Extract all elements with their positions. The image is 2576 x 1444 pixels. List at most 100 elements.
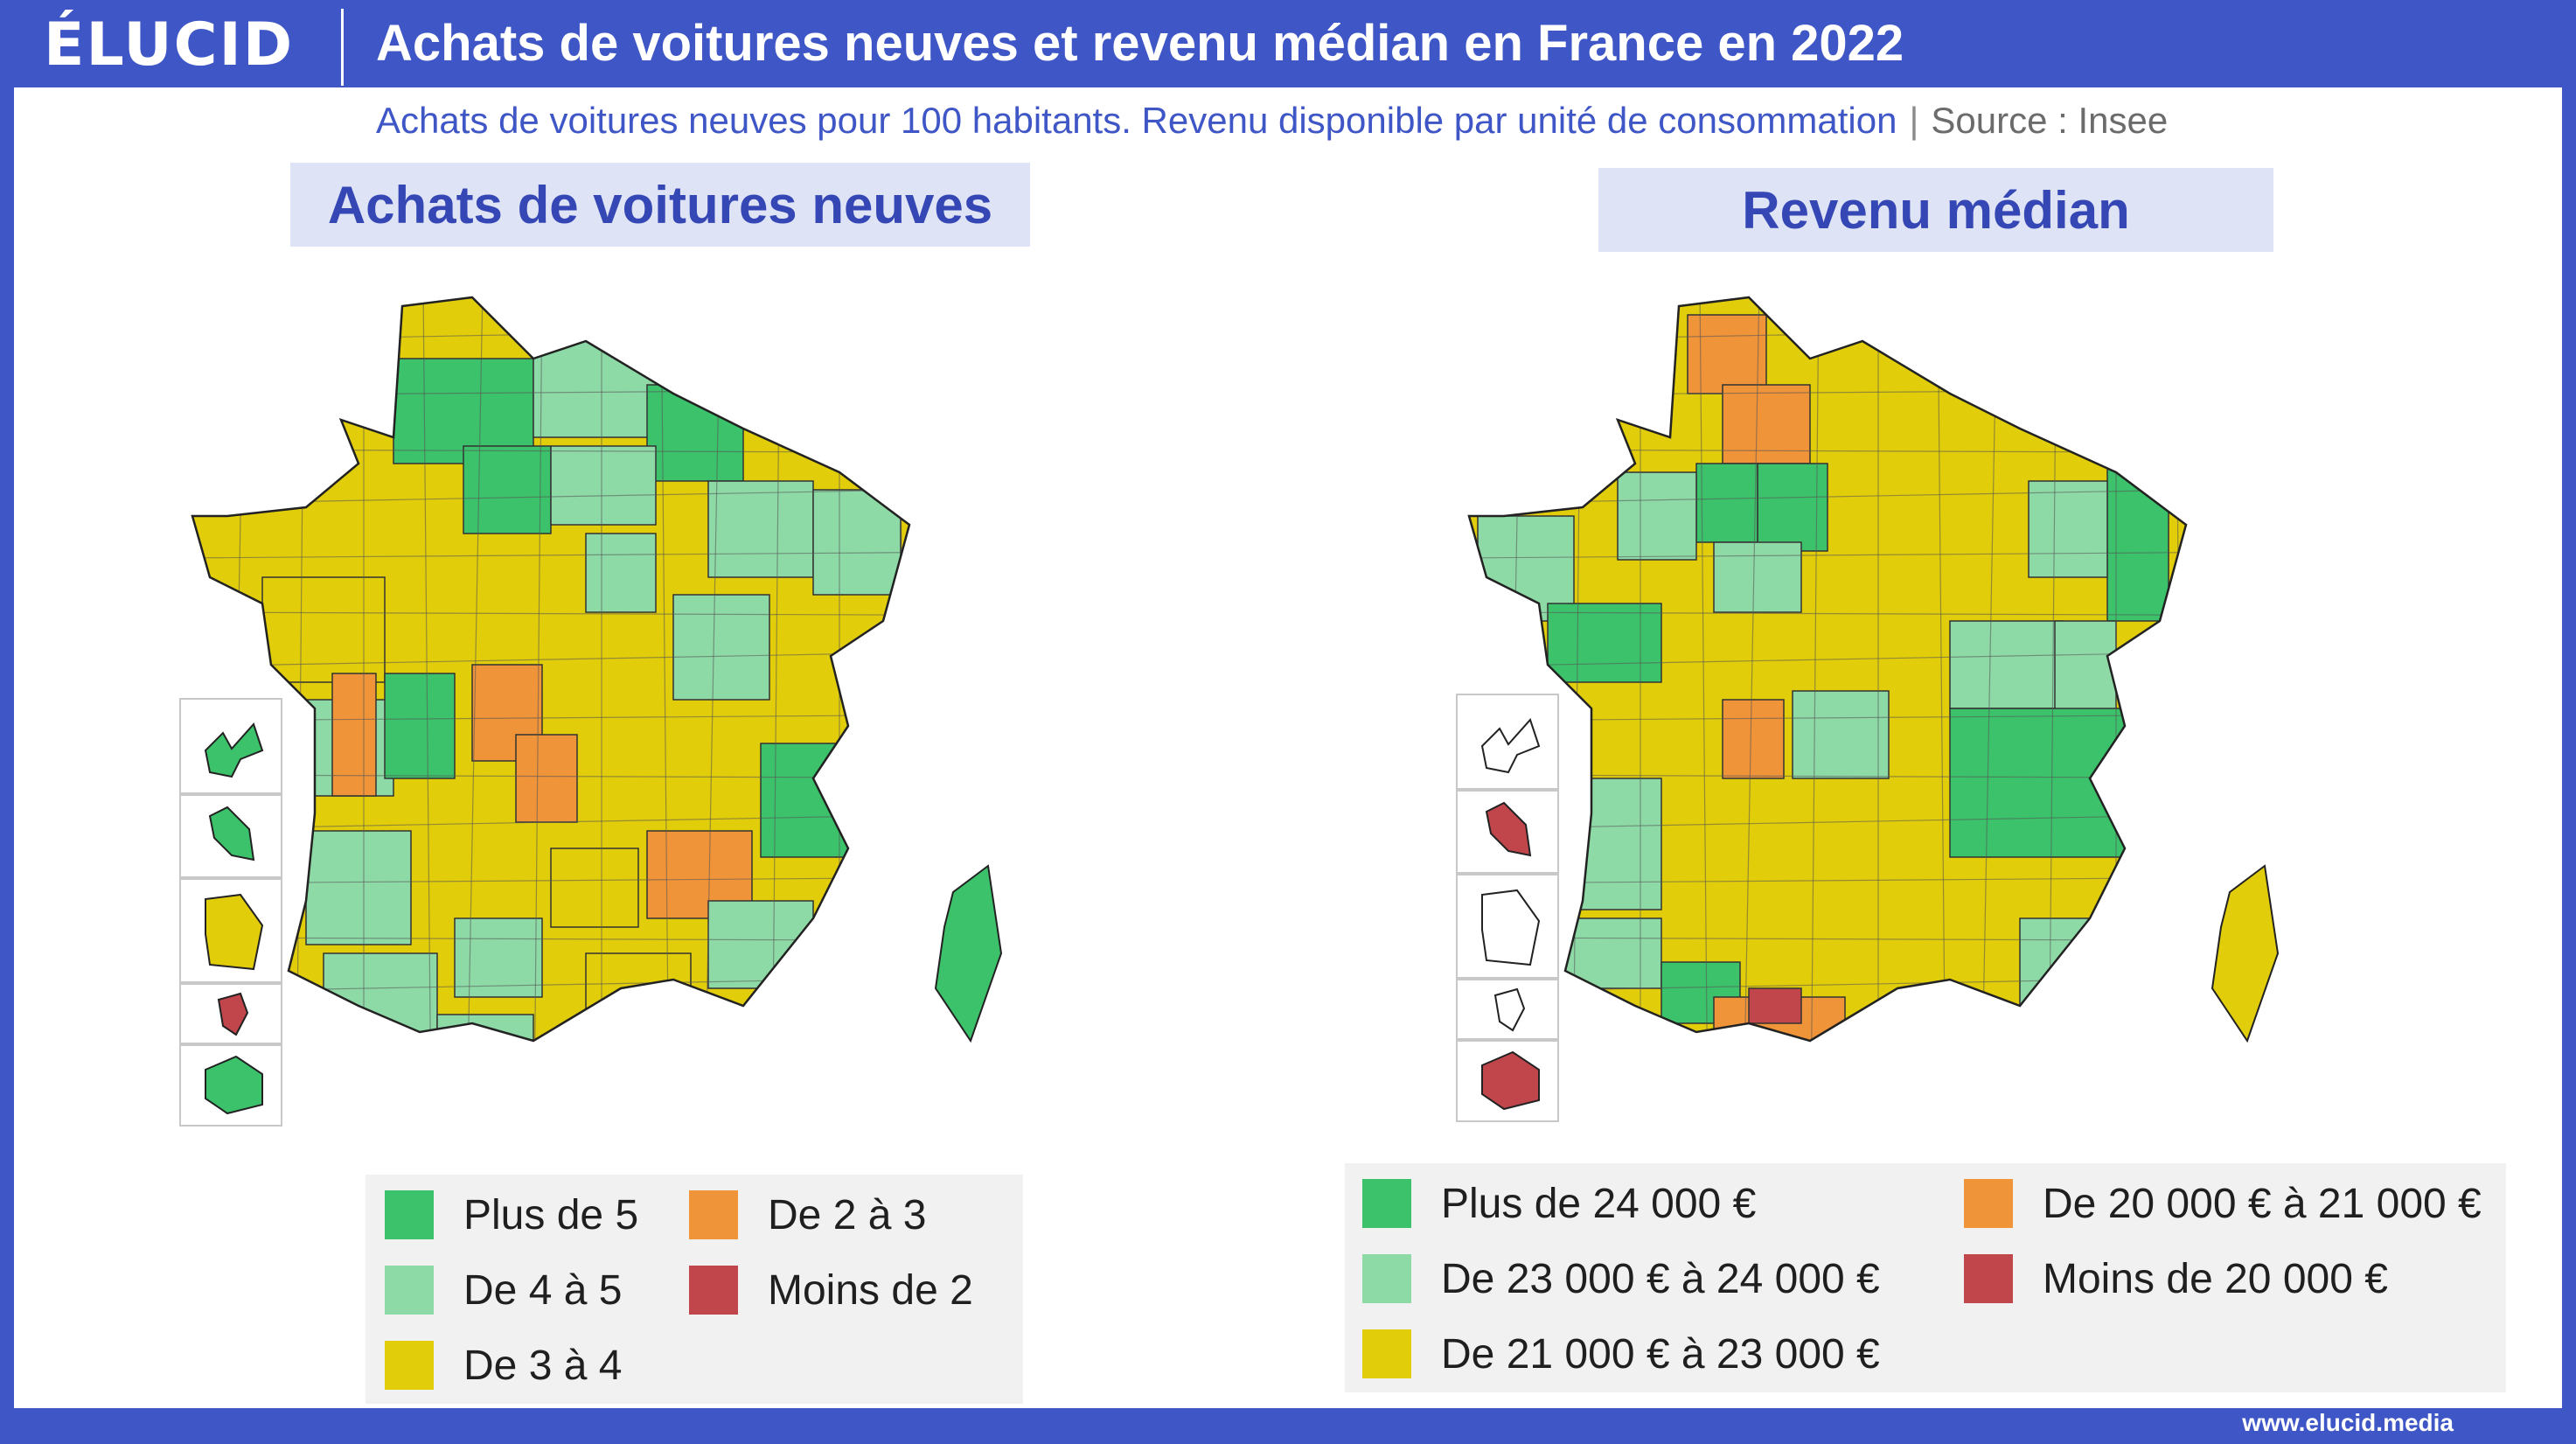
department-border (192, 323, 909, 342)
legend-label: De 4 à 5 (463, 1266, 623, 1314)
legend-swatch (385, 1190, 434, 1239)
left-legend-item: De 4 à 5 (385, 1266, 622, 1315)
overseas-inset-box (1456, 694, 1559, 790)
department-border (1469, 774, 2186, 779)
department-border (1469, 648, 2186, 667)
department-region (331, 673, 377, 797)
department-border (192, 811, 909, 830)
department-border (1809, 297, 1820, 1041)
legend-label: De 2 à 3 (768, 1191, 927, 1238)
department-region (384, 673, 456, 779)
left-overseas-insets (179, 698, 282, 1127)
department-border (1937, 297, 1947, 1041)
right-legend-item: Moins de 20 000 € (1964, 1254, 2388, 1303)
legend-label: De 3 à 4 (463, 1342, 623, 1389)
header-divider (341, 9, 344, 86)
department-region (1949, 708, 2178, 858)
left-france-map (191, 296, 1003, 1043)
department-border (1469, 550, 2186, 559)
overseas-territory (1485, 801, 1532, 857)
department-border (1741, 297, 1760, 1041)
overseas-territory (1493, 987, 1526, 1032)
left-map-departments (192, 297, 909, 1041)
department-border (702, 297, 721, 1041)
right-legend-item: De 23 000 € à 24 000 € (1362, 1254, 1880, 1303)
department-region (2028, 480, 2108, 578)
department-region (515, 734, 578, 823)
elucid-logo: ÉLUCID (44, 10, 295, 80)
department-border (192, 611, 909, 617)
department-region (1748, 987, 1802, 1024)
right-map-departments (1469, 297, 2186, 1041)
department-border (1469, 937, 2186, 942)
legend-swatch (1362, 1329, 1411, 1378)
subtitle-text: Achats de voitures neuves pour 100 habit… (376, 100, 1897, 141)
france-outline (191, 296, 911, 1043)
department-region (436, 1014, 534, 1041)
department-border (1979, 297, 1998, 1041)
left-legend-item: De 3 à 4 (385, 1341, 622, 1390)
department-border (2175, 297, 2185, 1041)
department-region (1722, 384, 1811, 464)
france-outline (1467, 296, 2188, 1043)
legend-label: De 20 000 € à 21 000 € (2043, 1180, 2482, 1227)
legend-swatch (1362, 1179, 1411, 1228)
legend-label: Plus de 5 (463, 1191, 639, 1238)
department-region (1687, 314, 1767, 394)
right-france-map (1467, 296, 2280, 1043)
department-region (672, 594, 770, 701)
legend-swatch (1964, 1254, 2013, 1303)
corsica-region (934, 864, 1003, 1043)
department-region (550, 848, 639, 928)
department-region (1547, 603, 1662, 683)
corsica-region (2210, 864, 2280, 1043)
right-legend-item: Plus de 24 000 € (1362, 1179, 1756, 1228)
right-legend-item: De 21 000 € à 23 000 € (1362, 1329, 1880, 1378)
legend-swatch (689, 1266, 738, 1315)
department-border (1469, 713, 2186, 722)
left-map-outline (191, 296, 1003, 1043)
department-region (1564, 778, 1662, 910)
legend-swatch (385, 1266, 434, 1315)
overseas-territory (205, 893, 264, 971)
department-border (1469, 973, 2186, 993)
overseas-territory (204, 722, 264, 778)
department-border (660, 297, 671, 1041)
department-border (192, 1038, 909, 1041)
department-border (192, 774, 909, 779)
overseas-territory (208, 806, 255, 862)
legend-swatch (689, 1190, 738, 1239)
left-legend-item: De 2 à 3 (689, 1190, 926, 1239)
legend-swatch (1964, 1179, 2013, 1228)
right-map-title: Revenu médian (1598, 168, 2273, 252)
overseas-territory (217, 992, 249, 1036)
department-border (898, 297, 909, 1041)
department-region (1792, 690, 1890, 779)
overseas-territory (1480, 718, 1541, 774)
department-border (1571, 297, 1582, 1041)
department-border (192, 937, 909, 942)
department-border (464, 297, 484, 1041)
legend-label: Moins de 2 (768, 1266, 973, 1314)
department-border (192, 713, 909, 722)
department-border (533, 297, 543, 1041)
department-region (1757, 463, 1828, 552)
department-region (707, 900, 814, 989)
left-legend-item: Plus de 5 (385, 1190, 638, 1239)
right-map-outline (1467, 296, 2280, 1043)
website-url[interactable]: www.elucid.media (2242, 1409, 2454, 1436)
overseas-territory (205, 1055, 263, 1115)
department-border (1469, 485, 2186, 505)
department-region (463, 445, 552, 534)
department-region (1949, 620, 2064, 709)
right-overseas-insets (1456, 694, 1559, 1122)
department-region (1617, 471, 1697, 561)
legend-label: De 21 000 € à 23 000 € (1441, 1330, 1880, 1378)
department-region (707, 480, 814, 578)
overseas-territory (1481, 1050, 1540, 1111)
department-region (2054, 620, 2117, 718)
department-region (1722, 699, 1785, 779)
department-border (192, 875, 909, 884)
department-region (533, 340, 657, 438)
department-region (1564, 917, 1662, 989)
